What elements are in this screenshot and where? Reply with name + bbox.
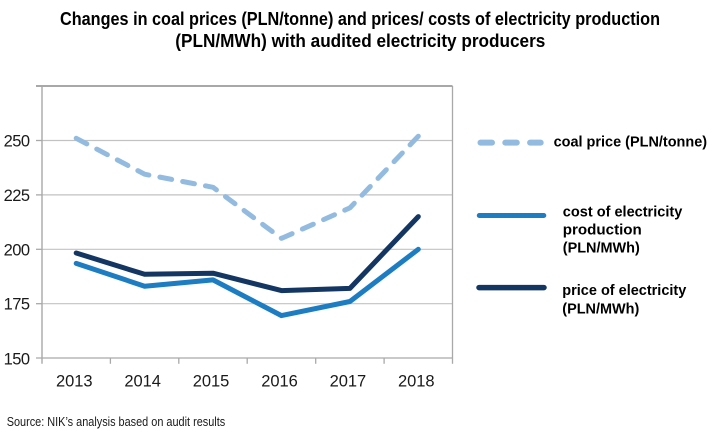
svg-text:2015: 2015 (193, 373, 230, 391)
svg-text:production: production (563, 222, 642, 239)
svg-text:2017: 2017 (330, 373, 367, 391)
svg-text:2014: 2014 (124, 373, 161, 391)
svg-text:(PLN/MWh) with audited electri: (PLN/MWh) with audited electricity produ… (175, 31, 545, 51)
svg-text:2013: 2013 (56, 373, 93, 391)
svg-text:225: 225 (4, 187, 30, 205)
svg-text:200: 200 (4, 241, 30, 259)
svg-text:cost of electricity: cost of electricity (563, 203, 683, 220)
svg-text:Source: NIK’s analysis based o: Source: NIK’s analysis based on audit re… (7, 415, 226, 429)
svg-text:175: 175 (4, 296, 30, 314)
svg-text:Changes in coal prices (PLN/to: Changes in coal prices (PLN/tonne) and p… (60, 9, 660, 29)
svg-text:150: 150 (4, 350, 30, 368)
svg-text:2018: 2018 (398, 373, 435, 391)
svg-text:(PLN/MWh): (PLN/MWh) (563, 240, 640, 257)
svg-text:2016: 2016 (261, 373, 298, 391)
svg-text:250: 250 (4, 133, 30, 151)
svg-text:coal price (PLN/tonne): coal price (PLN/tonne) (554, 134, 708, 151)
svg-text:(PLN/MWh): (PLN/MWh) (562, 300, 639, 317)
svg-text:price of electricity: price of electricity (562, 282, 687, 299)
